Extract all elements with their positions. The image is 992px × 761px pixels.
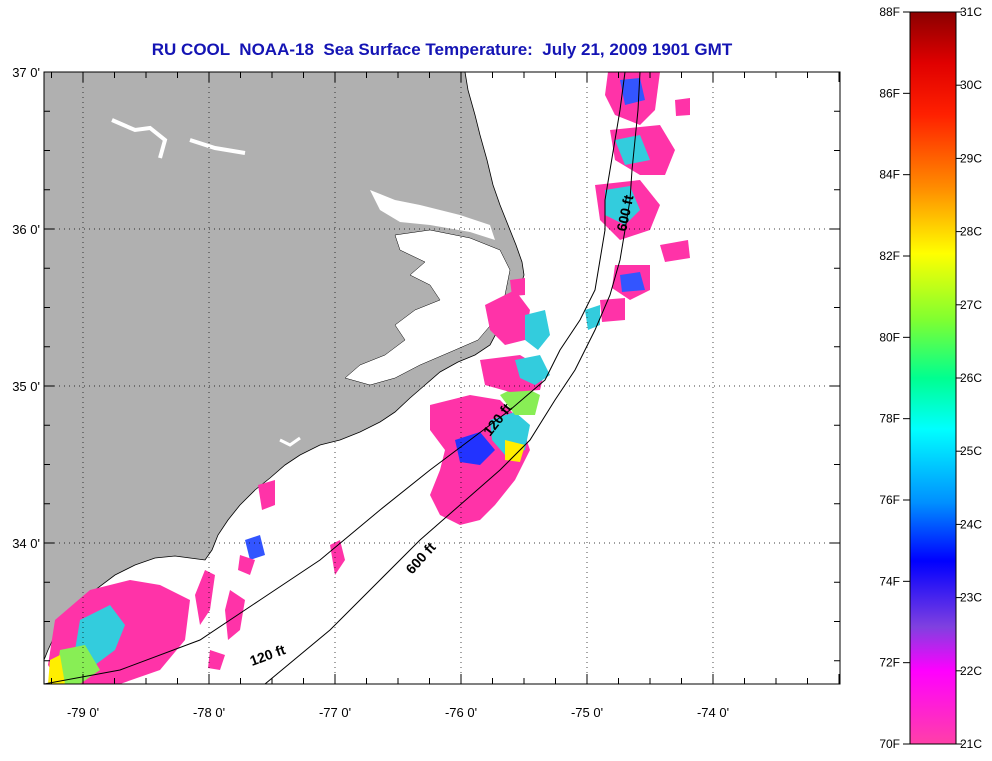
colorbar-f-label: 72F <box>879 656 900 670</box>
lon-tick-label: -78 0' <box>193 705 225 720</box>
colorbar: 88F 86F 84F 82F 80F 78F 76F 74F 72F 70F 31C 30C 29C 2… <box>879 5 982 751</box>
lon-tick-label: -75 0' <box>571 705 603 720</box>
colorbar-f-label: 76F <box>879 493 900 507</box>
contour-600ft <box>264 72 641 684</box>
colorbar-c-label: 22C <box>960 664 982 678</box>
colorbar-f-label: 88F <box>879 5 900 19</box>
lon-tick-label: -74 0' <box>697 705 729 720</box>
river-3 <box>279 436 301 447</box>
colorbar-f-label: 80F <box>879 330 900 344</box>
axis-ticks: -79 0' -78 0' -77 0' -76 0' -75 0' -74 0' 37 0… <box>12 65 840 720</box>
colorbar-f-label: 70F <box>879 737 900 751</box>
sst-patches <box>48 72 690 684</box>
river-1 <box>111 118 168 159</box>
pamlico-sound <box>344 229 511 386</box>
map-frame <box>43 71 841 685</box>
map-title: RU COOL NOAA-18 Sea Surface Temperature:… <box>151 40 733 59</box>
lon-tick-label: -76 0' <box>445 705 477 720</box>
colorbar-f-label: 84F <box>879 168 900 182</box>
colorbar-gradient <box>909 11 957 745</box>
colorbar-f-label: 82F <box>879 249 900 263</box>
colorbar-ticks: 88F 86F 84F 82F 80F 78F 76F 74F 72F 70F 31C 30C 29C 2… <box>879 5 982 751</box>
colorbar-c-label: 21C <box>960 737 982 751</box>
colorbar-c-label: 28C <box>960 225 982 239</box>
lat-tick-label: 34 0' <box>12 536 40 551</box>
colorbar-c-label: 23C <box>960 591 982 605</box>
colorbar-c-label: 27C <box>960 298 982 312</box>
colorbar-f-label: 78F <box>879 412 900 426</box>
contour-label-600ft-north: 600 ft <box>613 193 636 232</box>
albemarle-sound <box>370 190 495 240</box>
colorbar-f-label: 86F <box>879 86 900 100</box>
lat-tick-label: 36 0' <box>12 222 40 237</box>
lat-tick-label: 37 0' <box>12 65 40 80</box>
grid-lines <box>44 71 840 684</box>
colorbar-f-label: 74F <box>879 574 900 588</box>
colorbar-c-label: 31C <box>960 5 982 19</box>
colorbar-c-label: 26C <box>960 371 982 385</box>
river-2 <box>189 138 246 155</box>
contour-120ft <box>44 72 626 684</box>
lat-tick-label: 35 0' <box>12 379 40 394</box>
lon-tick-label: -77 0' <box>319 705 351 720</box>
colorbar-c-label: 29C <box>960 151 982 165</box>
colorbar-c-label: 24C <box>960 517 982 531</box>
colorbar-c-label: 30C <box>960 78 982 92</box>
lon-tick-label: -79 0' <box>67 705 99 720</box>
colorbar-c-label: 25C <box>960 444 982 458</box>
